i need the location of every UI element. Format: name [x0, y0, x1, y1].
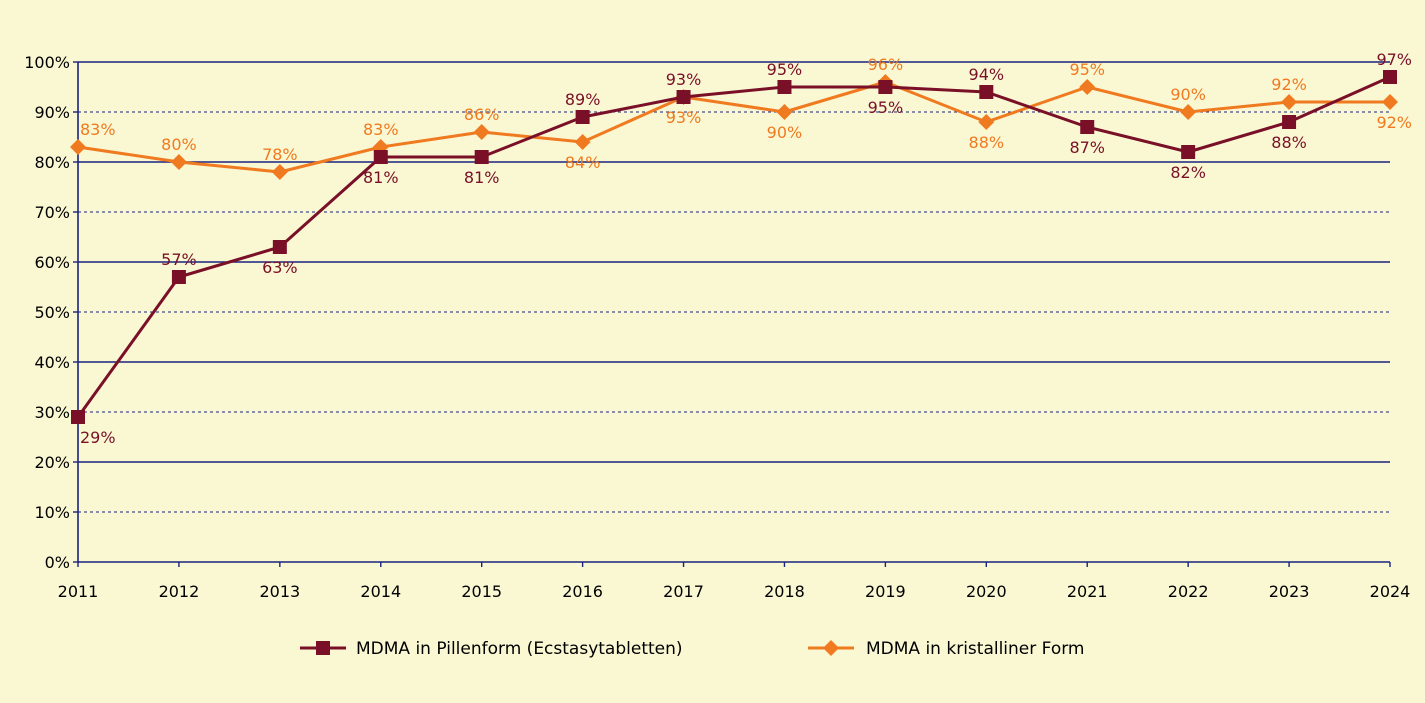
data-label-0-11: 82%	[1170, 163, 1206, 182]
data-label-0-9: 94%	[969, 65, 1005, 84]
data-label-0-2: 63%	[262, 258, 298, 277]
data-point-1-7	[776, 104, 793, 120]
x-tick-label: 2021	[1067, 582, 1108, 601]
data-label-0-10: 87%	[1069, 138, 1105, 157]
data-point-0-2	[272, 240, 287, 254]
axes: 0% 10% 20% 30% 40% 50% 60% 70% 80% 90% 100% 2011 201…	[24, 53, 1410, 601]
series-line-1	[77, 80, 1390, 174]
x-tick-label: 2022	[1168, 582, 1209, 601]
data-point-0-1	[171, 270, 186, 284]
data-label-0-4: 81%	[464, 168, 500, 187]
legend-label-0: MDMA in Pillenform (Ecstasytabletten)	[356, 639, 683, 659]
data-point-1-1	[170, 154, 187, 170]
y-tick-label: 40%	[34, 353, 70, 372]
x-tick-label: 2014	[360, 582, 401, 601]
x-tick-label: 2016	[562, 582, 603, 601]
y-tick-label: 60%	[34, 253, 70, 272]
x-tick-label: 2023	[1269, 582, 1310, 601]
data-point-1-0	[70, 139, 86, 155]
data-label-1-6: 93%	[666, 108, 702, 127]
data-label-1-10: 95%	[1069, 60, 1105, 79]
data-point-1-5	[574, 134, 591, 150]
data-label-1-13: 92%	[1376, 113, 1412, 132]
y-tick-label: 20%	[34, 453, 70, 472]
grid-lines	[78, 61, 1390, 513]
y-tick-label: 90%	[34, 103, 70, 122]
legend-label-1: MDMA in kristalliner Form	[866, 639, 1084, 659]
x-tick-label: 2020	[966, 582, 1007, 601]
data-point-0-13	[1383, 70, 1397, 84]
data-label-0-13: 97%	[1376, 50, 1412, 69]
data-label-1-8: 96%	[868, 55, 904, 74]
y-tick-label: 100%	[24, 53, 70, 72]
x-tick-label: 2015	[461, 582, 502, 601]
data-point-0-3	[373, 150, 388, 164]
data-point-0-9	[979, 85, 994, 99]
x-tick-label: 2013	[259, 582, 300, 601]
data-label-0-5: 89%	[565, 90, 601, 109]
y-tick-label: 30%	[34, 403, 70, 422]
data-point-0-8	[878, 80, 893, 94]
data-labels: 29% 57% 63% 81% 81% 89% 93% 95% 95% 94% 87% 82% 88% 9…	[80, 50, 1412, 447]
data-point-0-0	[71, 410, 85, 424]
data-label-0-3: 81%	[363, 168, 399, 187]
data-label-1-3: 83%	[363, 120, 399, 139]
data-label-1-5: 84%	[565, 153, 601, 172]
data-point-0-4	[474, 150, 489, 164]
legend-marker-0	[316, 641, 330, 655]
data-point-1-9	[978, 114, 995, 130]
data-label-0-6: 93%	[666, 70, 702, 89]
data-point-1-10	[1079, 79, 1096, 95]
data-label-1-9: 88%	[969, 133, 1005, 152]
data-label-1-4: 86%	[464, 105, 500, 124]
data-label-1-12: 92%	[1271, 75, 1307, 94]
y-tick-label: 50%	[34, 303, 70, 322]
y-tick-label: 10%	[34, 503, 70, 522]
x-tick-label: 2018	[764, 582, 805, 601]
legend-marker-1	[823, 640, 839, 656]
data-label-0-0: 29%	[80, 428, 116, 447]
legend: MDMA in Pillenform (Ecstasytabletten) MDM…	[300, 639, 1084, 659]
data-point-0-12	[1282, 115, 1297, 129]
data-label-0-7: 95%	[767, 60, 803, 79]
data-label-0-12: 88%	[1271, 133, 1307, 152]
x-tick-label: 2017	[663, 582, 704, 601]
series-lines	[70, 70, 1398, 424]
data-label-1-7: 90%	[767, 123, 803, 142]
x-tick-label: 2012	[159, 582, 200, 601]
data-point-0-7	[777, 80, 792, 94]
data-point-1-11	[1180, 104, 1197, 120]
data-label-1-0: 83%	[80, 120, 116, 139]
data-point-0-6	[676, 90, 691, 104]
data-point-0-11	[1181, 145, 1196, 159]
x-tick-label: 2011	[58, 582, 99, 601]
x-tick-label: 2024	[1370, 582, 1411, 601]
x-tick-label: 2019	[865, 582, 906, 601]
data-point-1-13	[1382, 94, 1398, 110]
data-label-0-1: 57%	[161, 250, 197, 269]
data-point-1-2	[271, 164, 288, 180]
data-point-1-12	[1281, 94, 1298, 110]
data-label-1-11: 90%	[1170, 85, 1206, 104]
series-line-0	[76, 75, 1391, 418]
data-label-1-2: 78%	[262, 145, 298, 164]
y-tick-label: 70%	[34, 203, 70, 222]
data-label-0-8: 95%	[868, 98, 904, 117]
data-point-1-4	[473, 124, 490, 140]
y-tick-label: 80%	[34, 153, 70, 172]
data-label-1-1: 80%	[161, 135, 197, 154]
data-point-0-10	[1080, 120, 1095, 134]
data-point-0-5	[575, 110, 590, 124]
y-tick-label: 0%	[45, 553, 70, 572]
